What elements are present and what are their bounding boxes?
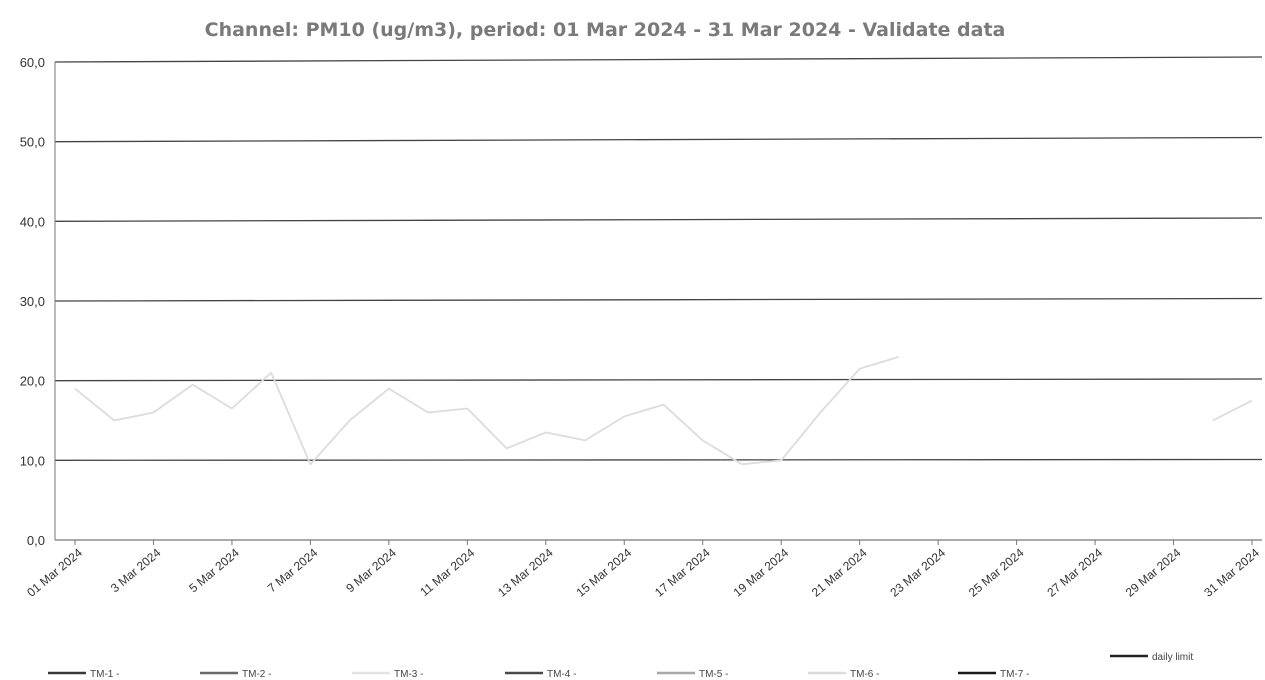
gridline: [54, 56, 1263, 63]
x-tick-label: 17 Mar 2024: [652, 545, 713, 599]
x-tick-label: 27 Mar 2024: [1044, 545, 1105, 599]
x-tick-label: 5 Mar 2024: [186, 545, 242, 595]
legend-label: TM-6 -: [850, 669, 879, 680]
series-line-tm-6: [1212, 399, 1253, 422]
x-tick-label: 29 Mar 2024: [1123, 545, 1184, 599]
y-tick-label: 10,0: [20, 453, 45, 468]
gridline: [54, 458, 1263, 461]
legend-label: TM-1 -: [90, 669, 119, 680]
y-tick-label: 50,0: [20, 135, 45, 150]
y-tick-label: 30,0: [20, 294, 45, 309]
y-axis: 0,0 10,0 20,0 30,0 40,0 50,0 60,0: [20, 55, 45, 548]
gridline: [54, 297, 1263, 302]
y-tick-label: 60,0: [20, 55, 45, 70]
x-tick-label: 31 Mar 2024: [1201, 545, 1262, 599]
grid-lines: [54, 56, 1263, 541]
chart-title: Channel: PM10 (ug/m3), period: 01 Mar 20…: [205, 19, 1006, 41]
x-tick-label: 25 Mar 2024: [966, 545, 1027, 599]
legend: TM-1 - TM-2 - TM-3 - TM-4 - TM-5 - TM-6 - TM-7…: [48, 652, 1193, 680]
plot-area: [74, 355, 1253, 466]
series-line-tm-6: [74, 355, 900, 466]
y-tick-label: 40,0: [20, 214, 45, 229]
x-tick-label: 7 Mar 2024: [265, 545, 321, 595]
gridline: [54, 378, 1263, 382]
legend-label: daily limit: [1152, 652, 1193, 663]
y-tick-label: 0,0: [27, 533, 45, 548]
x-tick-label: 19 Mar 2024: [731, 545, 792, 599]
x-tick-label: 21 Mar 2024: [809, 545, 870, 599]
x-tick-label: 9 Mar 2024: [343, 545, 399, 595]
x-tick-label: 13 Mar 2024: [495, 545, 556, 599]
legend-label: TM-2 -: [242, 669, 271, 680]
gridline: [54, 217, 1263, 222]
gridline: [54, 136, 1263, 143]
legend-label: TM-5 -: [699, 669, 728, 680]
x-tick-label: 01 Mar 2024: [24, 545, 85, 599]
legend-label: TM-4 -: [547, 669, 576, 680]
x-tick-label: 3 Mar 2024: [108, 545, 164, 595]
x-tick-label: 15 Mar 2024: [574, 545, 635, 599]
x-tick-label: 11 Mar 2024: [417, 545, 477, 599]
x-axis: 01 Mar 2024 3 Mar 2024 5 Mar 2024 7 Mar 202…: [24, 540, 1262, 600]
x-tick-label: 23 Mar 2024: [887, 545, 948, 599]
y-tick-label: 20,0: [20, 374, 45, 389]
legend-label: TM-3 -: [394, 669, 423, 680]
legend-label: TM-7 -: [1000, 669, 1029, 680]
